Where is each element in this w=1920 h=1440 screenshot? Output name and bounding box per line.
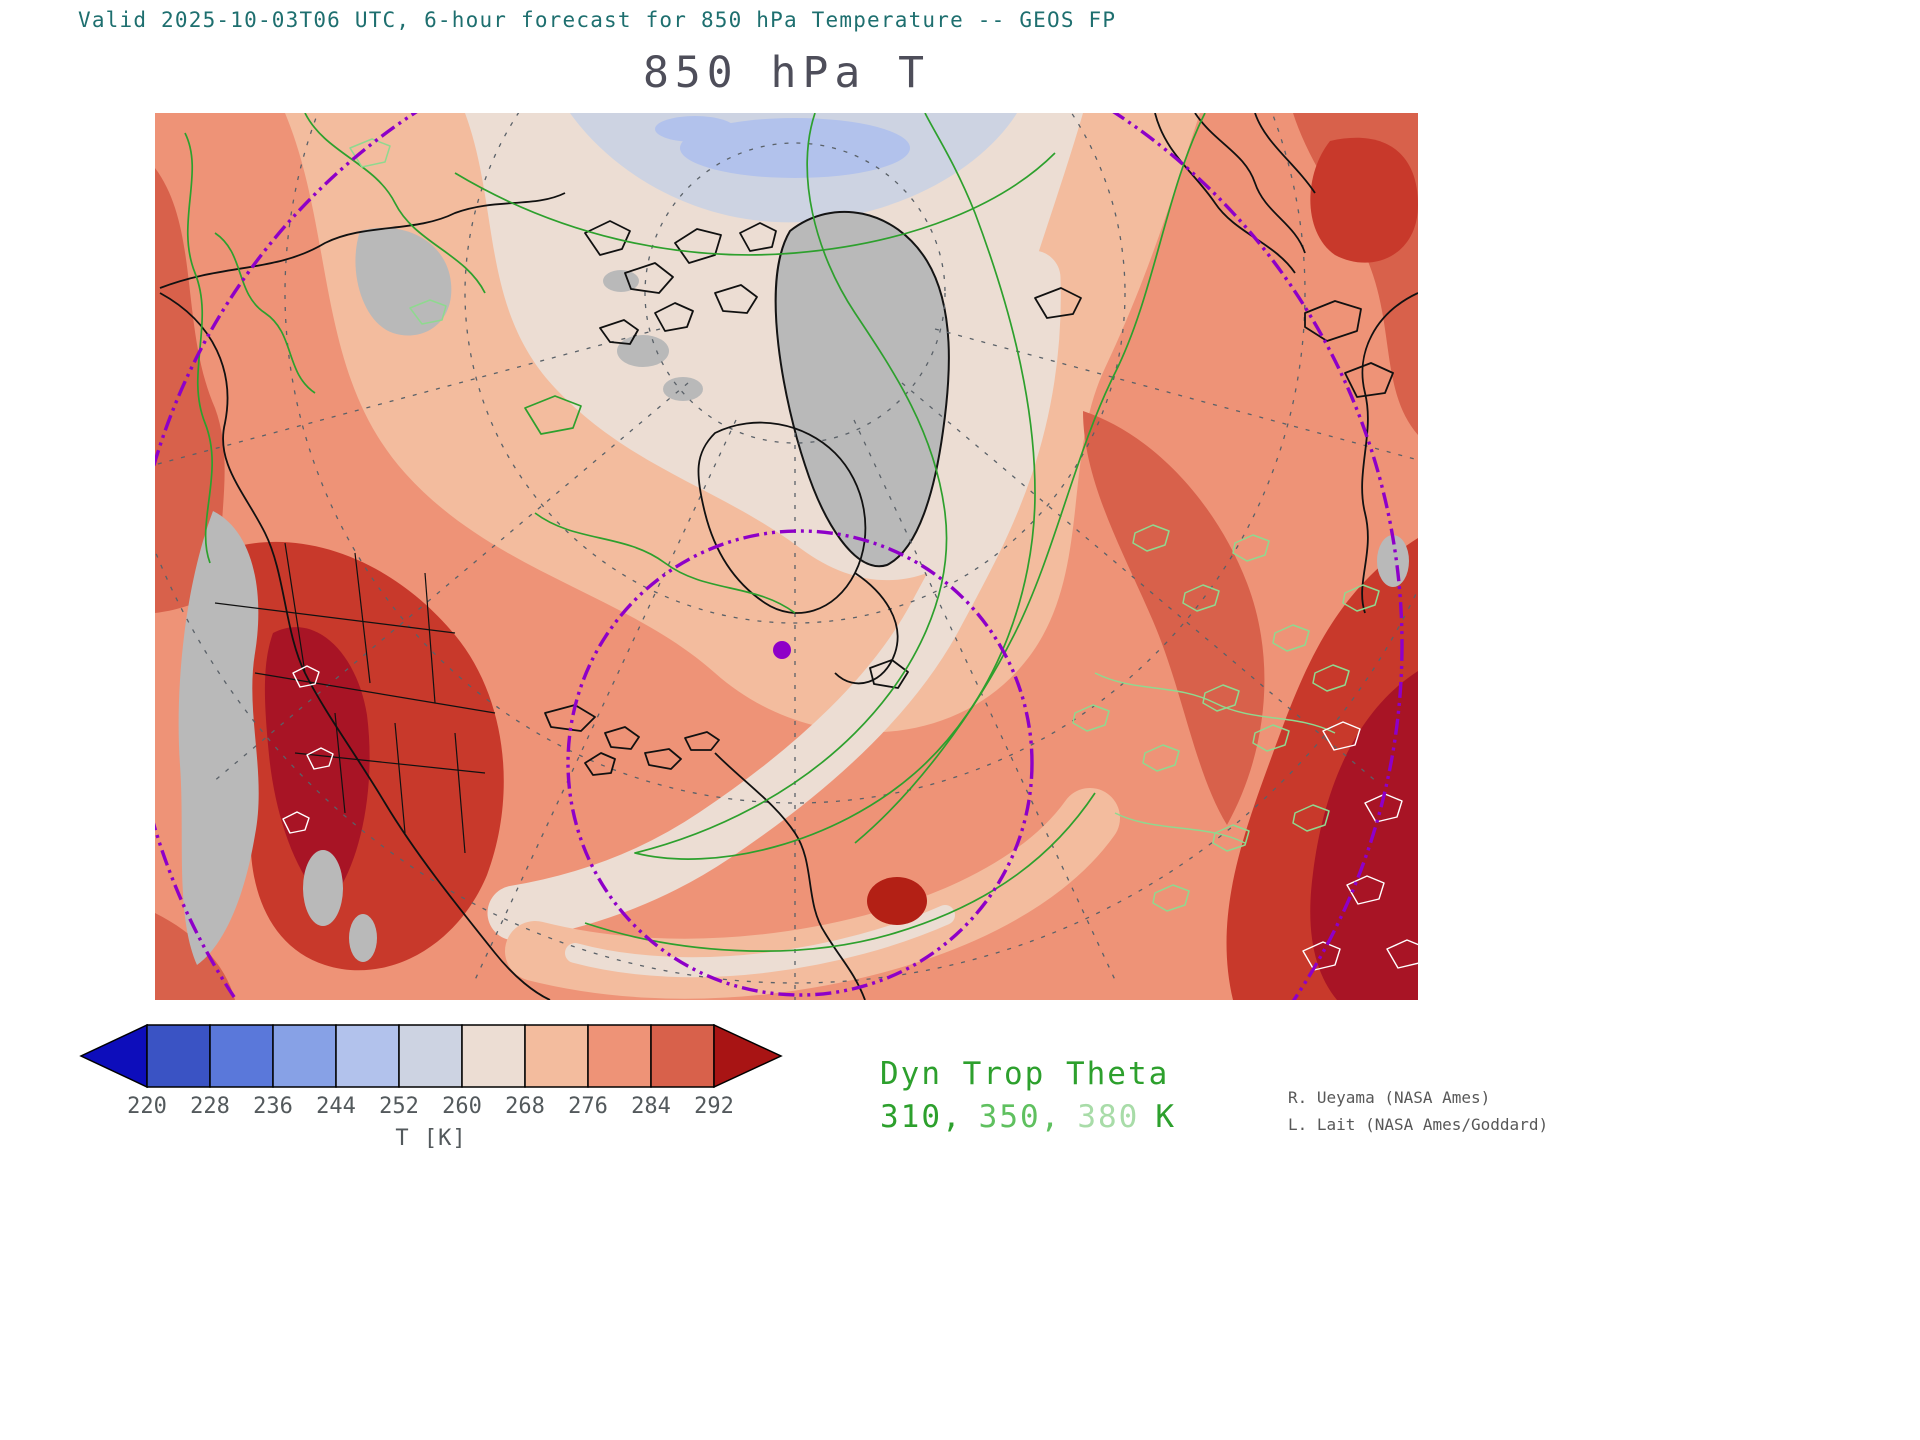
map-graphic — [155, 113, 1418, 1000]
coastlines-layer — [159, 113, 1418, 1000]
colorbar-tick: 284 — [631, 1094, 671, 1119]
credit-line: R. Ueyama (NASA Ames) — [1288, 1088, 1491, 1107]
colorbar-box — [398, 1024, 463, 1088]
theta-light-contours — [349, 138, 1380, 912]
legend-value: 310, — [880, 1099, 963, 1135]
masked-gray-layer — [178, 210, 1409, 965]
colorbar-box — [587, 1024, 652, 1088]
colorbar-tick: 268 — [505, 1094, 545, 1119]
colorbar-box — [335, 1024, 400, 1088]
colorbar-left-arrow — [79, 1024, 148, 1088]
colorbar-box — [524, 1024, 589, 1088]
legend-value: 350, — [978, 1099, 1062, 1135]
colorbar-box — [650, 1024, 715, 1088]
colorbar-tick: 260 — [442, 1094, 482, 1119]
colorbar-tick: 236 — [253, 1094, 293, 1119]
colorbar — [78, 1024, 784, 1088]
colorbar-svg — [79, 1024, 783, 1088]
legend-value: 380 — [1077, 1099, 1140, 1135]
colorbar-box — [461, 1024, 526, 1088]
colorbar-box — [146, 1024, 211, 1088]
legend-values: 310, 350, 380 K — [880, 1099, 1192, 1135]
colorbar-box — [209, 1024, 274, 1088]
theta-legend: Dyn Trop Theta 310, 350, 380 K — [880, 1056, 1192, 1135]
colorbar-tick: 244 — [316, 1094, 356, 1119]
colorbar-box — [272, 1024, 337, 1088]
colorbar-tick: 220 — [127, 1094, 167, 1119]
valid-time-line: Valid 2025-10-03T06 UTC, 6-hour forecast… — [78, 8, 1117, 32]
theta-contours-layer — [184, 113, 1418, 971]
credit-line: L. Lait (NASA Ames/Goddard) — [1288, 1115, 1549, 1134]
credits: R. Ueyama (NASA Ames) L. Lait (NASA Ames/… — [1288, 1084, 1548, 1138]
theta-white-contours — [282, 665, 1418, 971]
temperature-map — [155, 113, 1418, 1000]
theta-legend-title: Dyn Trop Theta — [880, 1056, 1170, 1092]
page-title: 850 hPa T — [643, 48, 930, 98]
colorbar-unit-label: T [K] — [395, 1126, 467, 1151]
purple-marker-dot — [773, 641, 791, 659]
colorbar-tick: 252 — [379, 1094, 419, 1119]
colorbar-tick: 276 — [568, 1094, 608, 1119]
colorbar-right-arrow — [713, 1024, 783, 1088]
purple-dashdot-layer — [155, 113, 1404, 1000]
legend-value: K — [1155, 1099, 1176, 1135]
colorbar-tick: 228 — [190, 1094, 230, 1119]
colorbar-ticks: 220 228 236 244 252 260 268 276 284 292 — [78, 1094, 784, 1122]
colorbar-tick: 292 — [694, 1094, 734, 1119]
political-borders — [214, 542, 496, 854]
